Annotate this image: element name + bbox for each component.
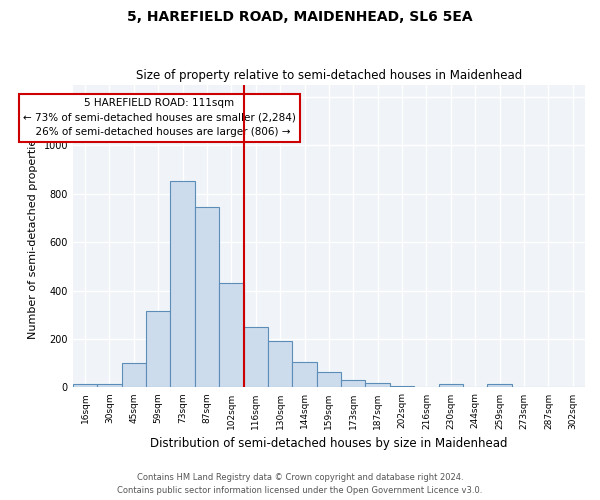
Text: 5, HAREFIELD ROAD, MAIDENHEAD, SL6 5EA: 5, HAREFIELD ROAD, MAIDENHEAD, SL6 5EA: [127, 10, 473, 24]
Bar: [73, 384, 97, 388]
Bar: [97, 384, 122, 388]
Bar: [146, 311, 170, 388]
Y-axis label: Number of semi-detached properties: Number of semi-detached properties: [28, 133, 38, 339]
Bar: [390, 386, 414, 388]
Bar: [244, 327, 268, 388]
Bar: [219, 283, 244, 388]
Bar: [487, 384, 512, 388]
Bar: [268, 342, 292, 388]
Bar: [365, 382, 390, 388]
Bar: [292, 362, 317, 388]
X-axis label: Distribution of semi-detached houses by size in Maidenhead: Distribution of semi-detached houses by …: [150, 437, 508, 450]
Bar: [317, 372, 341, 388]
Bar: [439, 384, 463, 388]
Text: 5 HAREFIELD ROAD: 111sqm
← 73% of semi-detached houses are smaller (2,284)
  26%: 5 HAREFIELD ROAD: 111sqm ← 73% of semi-d…: [23, 98, 296, 138]
Text: Contains HM Land Registry data © Crown copyright and database right 2024.
Contai: Contains HM Land Registry data © Crown c…: [118, 474, 482, 495]
Bar: [170, 182, 195, 388]
Title: Size of property relative to semi-detached houses in Maidenhead: Size of property relative to semi-detach…: [136, 69, 522, 82]
Bar: [341, 380, 365, 388]
Bar: [122, 363, 146, 388]
Bar: [195, 207, 219, 388]
